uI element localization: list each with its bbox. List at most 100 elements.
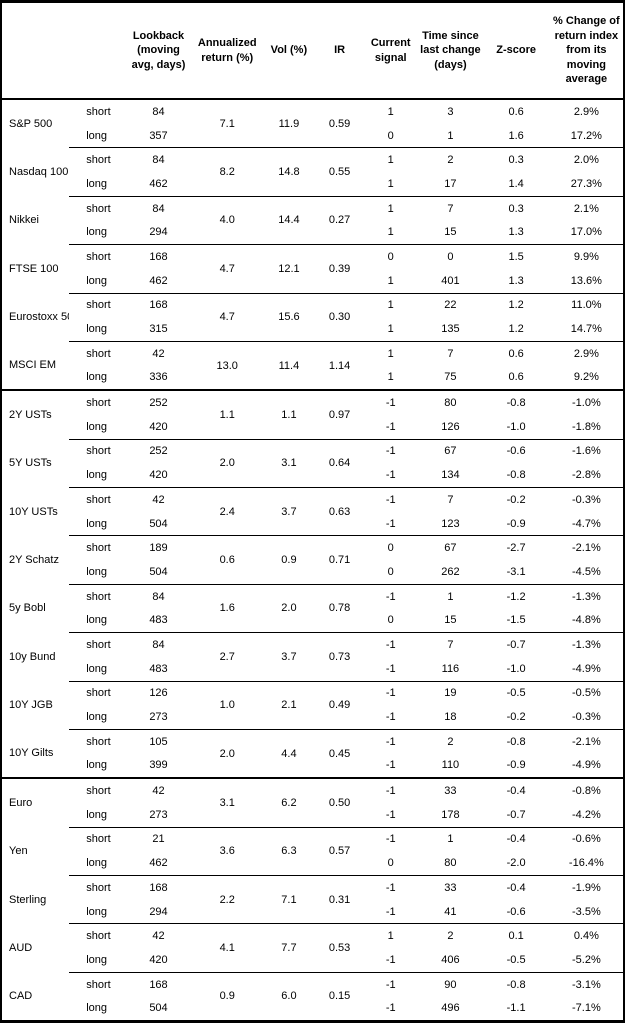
lookback-value: 168 [124,244,193,269]
time-since-value: 19 [418,680,483,706]
horizon-label: long [69,220,125,245]
table-row: long 483 -1 116 -1.0 -4.9% [1,656,624,681]
col-header-time-since-last-change: Time since last change (days) [418,1,483,100]
table-row: long 420 -1 134 -0.8 -2.8% [1,463,624,488]
table-row: long 336 1 75 0.6 9.2% [1,365,624,391]
current-signal-value: -1 [363,728,419,754]
pct-change-value: 17.0% [549,220,624,245]
current-signal-value: -1 [363,486,419,512]
time-since-value: 15 [418,608,483,633]
time-since-value: 135 [418,317,483,342]
current-signal-value: -1 [363,948,419,973]
zscore-value: -1.0 [482,414,550,440]
current-signal-value: 0 [363,123,419,148]
time-since-value: 401 [418,268,483,293]
time-since-value: 18 [418,705,483,730]
vol-value: 2.1 [261,680,316,730]
time-since-value: 17 [418,172,483,197]
annualized-return-value: 3.6 [192,826,262,876]
zscore-value: -0.2 [482,486,550,512]
lookback-value: 84 [124,195,193,221]
current-signal-value: -1 [363,826,419,852]
current-signal-value: -1 [363,680,419,706]
header-row: Lookback (moving avg, days) Annualized re… [1,1,624,100]
pct-change-value: 9.9% [549,244,624,269]
time-since-value: 75 [418,365,483,391]
current-signal-value: 0 [363,608,419,633]
pct-change-value: 17.2% [549,123,624,148]
ir-value: 0.64 [316,438,364,488]
pct-change-value: 2.9% [549,99,624,124]
pct-change-value: -4.9% [549,753,624,779]
zscore-value: -0.6 [482,899,550,924]
table-row: S&P 500 short 84 7.1 11.9 0.59 1 3 0.6 2.9% [1,99,624,148]
annualized-return-value: 1.0 [192,680,262,730]
ir-value: 1.14 [316,340,364,391]
asset-name: S&P 500 [1,99,70,148]
horizon-label: long [69,414,125,440]
horizon-label: short [69,923,125,949]
current-signal-value: 1 [363,195,419,221]
current-signal-value: 1 [363,923,419,949]
table-row: long 399 -1 110 -0.9 -4.9% [1,753,624,779]
lookback-value: 189 [124,535,193,561]
table-row: long 357 0 1 1.6 17.2% [1,123,624,148]
table-header: Lookback (moving avg, days) Annualized re… [1,1,624,100]
ir-value: 0.27 [316,195,364,245]
zscore-value: -0.2 [482,705,550,730]
vol-value: 11.4 [261,340,316,391]
ir-value: 0.57 [316,826,364,876]
pct-change-value: -0.3% [549,705,624,730]
horizon-label: long [69,268,125,293]
vol-value: 4.4 [261,728,316,779]
current-signal-value: 1 [363,220,419,245]
zscore-value: 0.3 [482,147,550,173]
time-since-value: 3 [418,99,483,124]
table-row: MSCI EM short 42 13.0 11.4 1.14 1 7 0.6 2.9% [1,340,624,391]
lookback-value: 273 [124,802,193,828]
current-signal-value: -1 [363,971,419,997]
zscore-value: -1.0 [482,656,550,681]
zscore-value: -1.5 [482,608,550,633]
annualized-return-value: 1.6 [192,583,262,633]
pct-change-value: -16.4% [549,851,624,876]
zscore-value: 0.6 [482,340,550,366]
annualized-return-value: 2.2 [192,874,262,924]
ir-value: 0.59 [316,99,364,148]
horizon-label: short [69,292,125,318]
table-row: Sterling short 168 2.2 7.1 0.31 -1 33 -0.4 -1.9% [1,874,624,924]
zscore-value: 0.1 [482,923,550,949]
ir-value: 0.15 [316,971,364,1022]
table-row: long 504 0 262 -3.1 -4.5% [1,560,624,585]
horizon-label: short [69,147,125,173]
horizon-label: long [69,753,125,779]
horizon-label: long [69,123,125,148]
col-header-horizon [69,1,125,100]
lookback-value: 315 [124,317,193,342]
current-signal-value: -1 [363,777,419,803]
current-signal-value: -1 [363,899,419,924]
zscore-value: -1.1 [482,996,550,1022]
asset-name: 10Y JGB [1,681,70,730]
pct-change-value: -4.9% [549,656,624,681]
annualized-return-value: 2.0 [192,728,262,779]
horizon-label: short [69,680,125,706]
asset-name: 2Y USTs [1,389,70,440]
horizon-label: long [69,317,125,342]
table-row: long 294 -1 41 -0.6 -3.5% [1,899,624,924]
pct-change-value: -2.1% [549,535,624,561]
col-header-lookback: Lookback (moving avg, days) [124,1,193,100]
table-row: long 315 1 135 1.2 14.7% [1,317,624,342]
table-row: long 420 -1 406 -0.5 -5.2% [1,948,624,973]
table-row: AUD short 42 4.1 7.7 0.53 1 2 0.1 0.4% [1,923,624,973]
table-row: Yen short 21 3.6 6.3 0.57 -1 1 -0.4 -0.6% [1,826,624,876]
horizon-label: long [69,948,125,973]
ir-value: 0.78 [316,583,364,633]
time-since-value: 0 [418,244,483,269]
pct-change-value: 2.1% [549,195,624,221]
lookback-value: 252 [124,389,193,415]
vol-value: 15.6 [261,292,316,342]
zscore-value: 1.4 [482,172,550,197]
pct-change-value: -0.8% [549,777,624,803]
